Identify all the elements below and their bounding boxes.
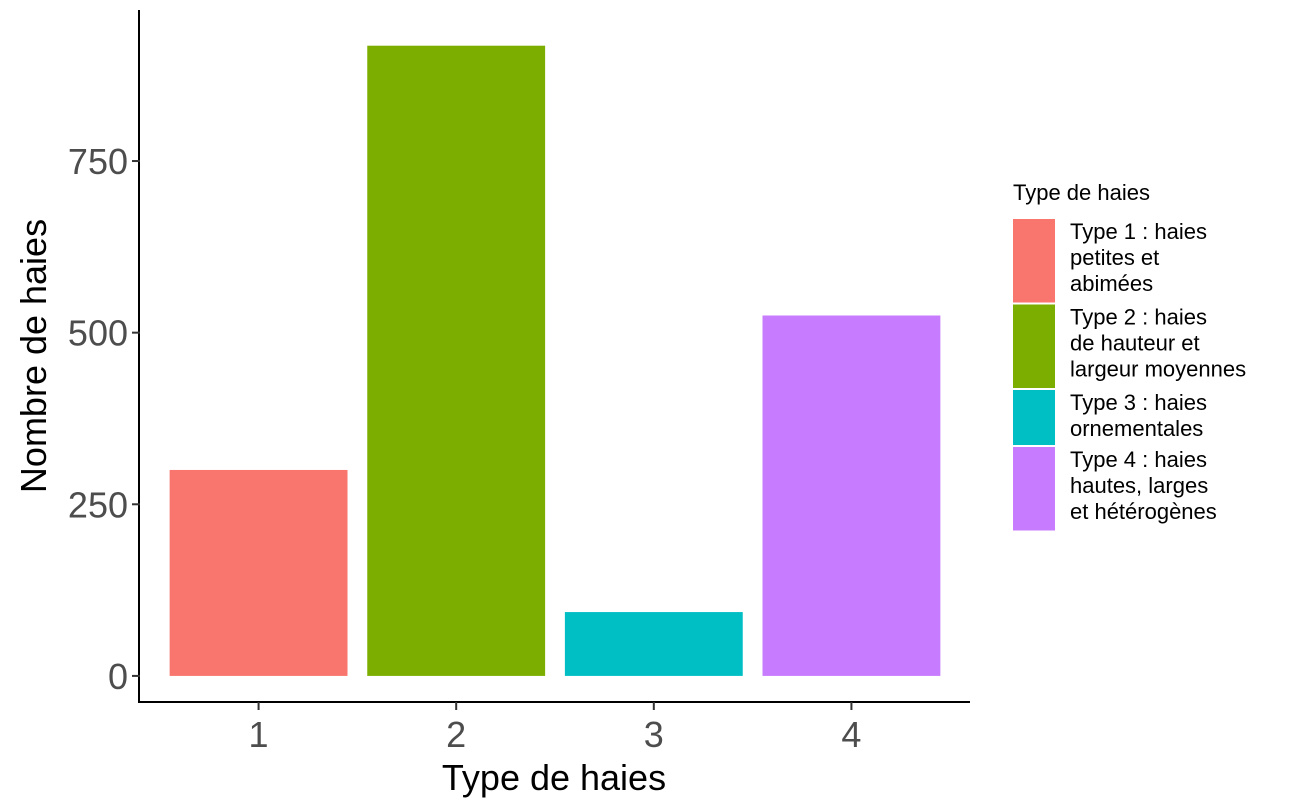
legend-key-2 (1013, 304, 1055, 388)
legend-label-4: Type 4 : haies hautes, larges et hétérogèn… (1070, 447, 1217, 524)
x-tick-label: 2 (446, 714, 466, 755)
bar-2 (367, 45, 546, 676)
legend-entries: Type 1 : haies petites et abimées Type 2 : … (1013, 219, 1246, 531)
legend-key-1 (1013, 219, 1055, 303)
x-ticks: 1 2 3 4 (249, 702, 861, 755)
y-tick-label: 500 (68, 313, 128, 354)
bar-1 (169, 469, 348, 676)
y-tick-label: 0 (108, 656, 128, 697)
x-tick-label: 1 (249, 714, 269, 755)
legend-label-3: Type 3 : haies ornementales (1070, 390, 1207, 441)
legend-key-4 (1013, 447, 1055, 531)
x-axis-title: Type de haies (442, 757, 666, 798)
x-tick-label: 4 (841, 714, 861, 755)
y-tick-label: 250 (68, 484, 128, 525)
y-ticks: 0 250 500 750 (68, 141, 140, 697)
legend-label-1: Type 1 : haies petites et abimées (1070, 219, 1207, 296)
bar-3 (564, 612, 743, 676)
legend-title: Type de haies (1013, 180, 1150, 205)
bar-4 (762, 315, 941, 676)
bars (169, 45, 941, 676)
legend: Type de haies Type 1 : haies petites et ab… (1013, 180, 1246, 531)
y-axis-title: Nombre de haies (13, 219, 54, 493)
legend-key-3 (1013, 390, 1055, 445)
x-tick-label: 3 (644, 714, 664, 755)
legend-label-2: Type 2 : haies de hauteur et largeur moyen… (1070, 305, 1246, 382)
y-tick-label: 750 (68, 141, 128, 182)
